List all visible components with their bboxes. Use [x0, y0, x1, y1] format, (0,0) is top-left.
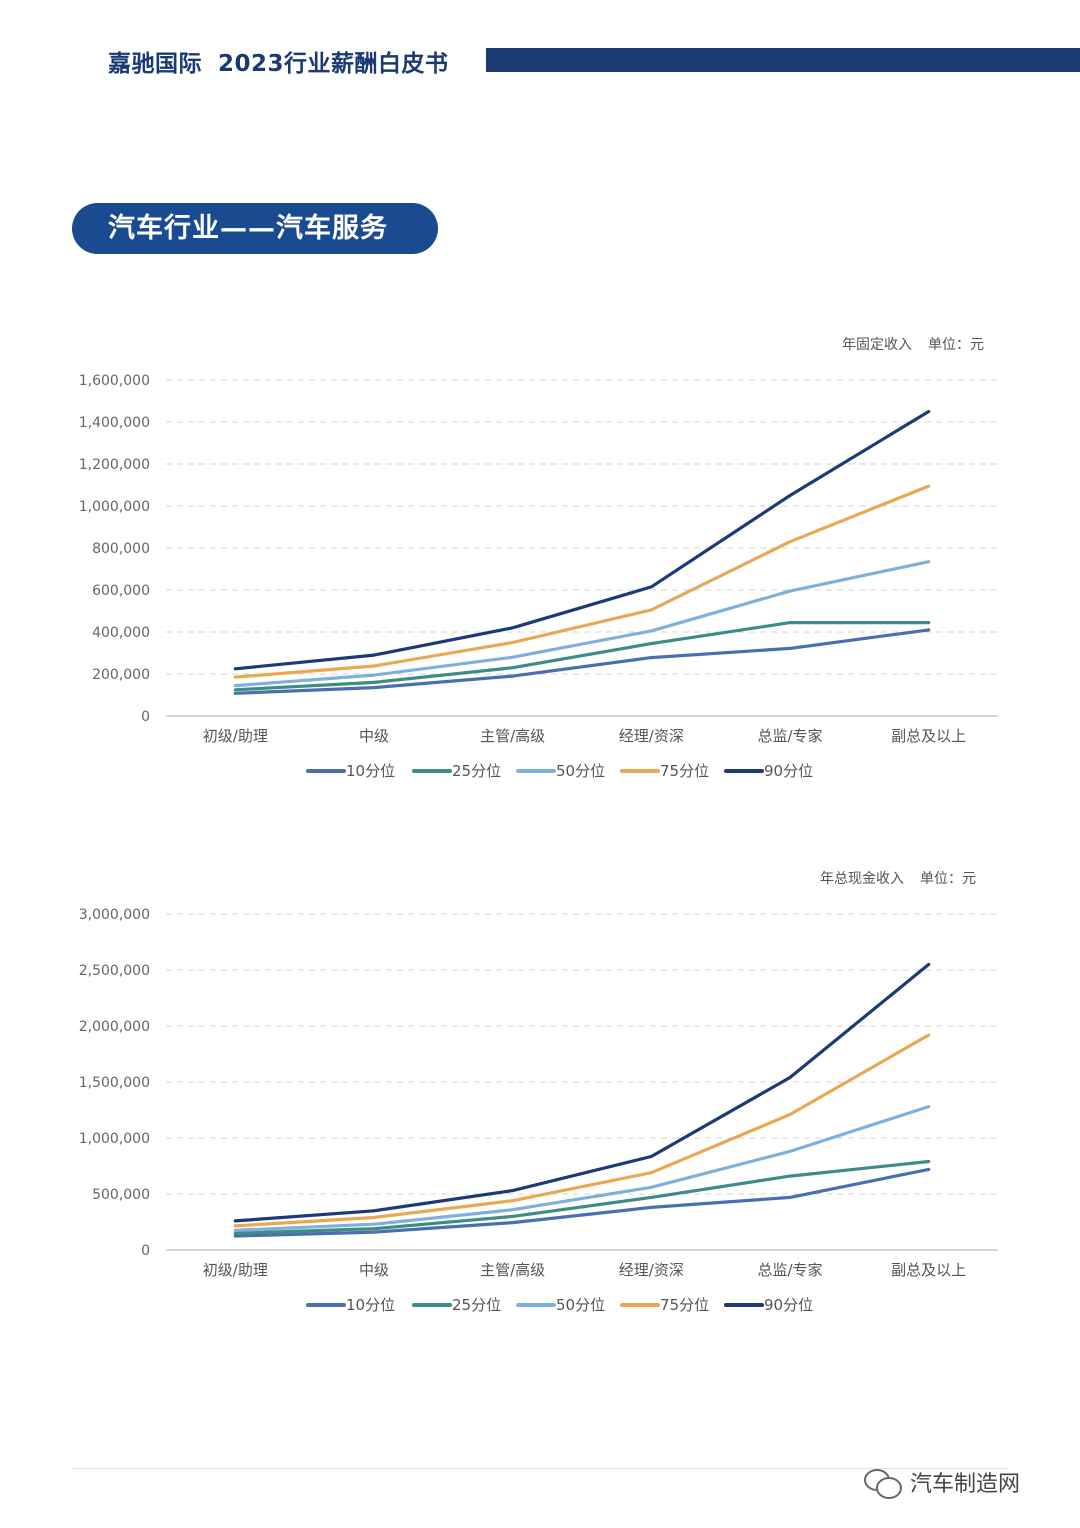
x-tick-label: 中级 — [359, 727, 389, 745]
series-line-3 — [233, 1105, 931, 1232]
legend-label: 90分位 — [764, 762, 813, 780]
legend-item: 25分位 — [412, 762, 501, 780]
section-title: 汽车行业——汽车服务 — [72, 203, 438, 254]
x-tick-label: 总监/专家 — [757, 727, 822, 745]
y-tick-label: 1,200,000 — [79, 457, 150, 473]
y-tick-label: 2,000,000 — [79, 1019, 150, 1035]
legend-item: 75分位 — [620, 1296, 709, 1314]
x-tick-label: 中级 — [359, 1261, 389, 1279]
chart-unit: 单位：元 — [920, 871, 976, 887]
watermark: 汽车制造网 — [862, 1462, 1020, 1502]
chart-unit: 单位：元 — [928, 337, 984, 353]
header-bar — [486, 48, 1080, 72]
legend-item: 10分位 — [306, 1296, 395, 1314]
legend-label: 10分位 — [346, 1296, 395, 1314]
chart-svg: 0 200,000 400,000 600,000 800,000 1,000,000 1,… — [79, 373, 998, 780]
legend-item: 50分位 — [516, 1296, 605, 1314]
footer-rule — [72, 1468, 1008, 1469]
chart-total-cash: 年总现金收入 单位：元 0 500,000 1,000,000 1,500,000 2,0… — [0, 864, 1080, 1334]
chart-svg: 0 500,000 1,000,000 1,500,000 2,000,000 2,500… — [79, 907, 998, 1314]
series-line-5 — [233, 962, 931, 1223]
x-tick-label: 总监/专家 — [757, 1261, 822, 1279]
y-tick-label: 0 — [141, 1243, 150, 1259]
chart-unit-label: 年总现金收入 单位：元 — [820, 868, 976, 888]
x-tick-label: 初级/助理 — [203, 1261, 268, 1279]
x-tick-label: 副总及以上 — [891, 727, 966, 745]
y-tick-label: 800,000 — [92, 541, 150, 557]
wechat-icon — [862, 1465, 904, 1499]
chart-fixed-income: 年固定收入 单位：元 0 200,000 400,000 600,000 800,000 1… — [0, 330, 1080, 800]
y-tick-label: 1,600,000 — [79, 373, 150, 389]
legend-label: 90分位 — [764, 1296, 813, 1314]
brand-name: 嘉驰国际 — [108, 51, 202, 77]
legend-item: 90分位 — [724, 762, 813, 780]
legend-item: 75分位 — [620, 762, 709, 780]
series-line-1 — [233, 1167, 931, 1238]
chart-unit-title: 年固定收入 — [842, 337, 912, 353]
legend-label: 10分位 — [346, 762, 395, 780]
y-tick-label: 1,400,000 — [79, 415, 150, 431]
chart-unit-label: 年固定收入 单位：元 — [842, 334, 984, 354]
series-line-3 — [233, 560, 931, 688]
legend-item: 25分位 — [412, 1296, 501, 1314]
legend-label: 25分位 — [452, 762, 501, 780]
whitepaper-title: 2023行业薪酬白皮书 — [218, 51, 449, 77]
series-line-4 — [233, 1033, 931, 1228]
y-tick-label: 600,000 — [92, 583, 150, 599]
legend-label: 50分位 — [556, 1296, 605, 1314]
x-tick-label: 主管/高级 — [480, 727, 545, 745]
series-line-2 — [233, 621, 931, 692]
x-tick-label: 经理/资深 — [619, 1261, 684, 1279]
page-header: 嘉驰国际 2023行业薪酬白皮书 — [0, 0, 1080, 90]
series-line-4 — [233, 484, 931, 679]
series-line-1 — [233, 628, 931, 695]
x-tick-label: 副总及以上 — [891, 1261, 966, 1279]
legend-label: 75分位 — [660, 1296, 709, 1314]
y-tick-label: 400,000 — [92, 625, 150, 641]
y-tick-label: 200,000 — [92, 667, 150, 683]
series-line-2 — [233, 1159, 931, 1235]
legend-label: 75分位 — [660, 762, 709, 780]
chart-unit-title: 年总现金收入 — [820, 871, 904, 887]
legend-label: 50分位 — [556, 762, 605, 780]
watermark-text: 汽车制造网 — [910, 1472, 1021, 1497]
legend-item: 90分位 — [724, 1296, 813, 1314]
series-line-5 — [233, 409, 931, 671]
x-tick-label: 初级/助理 — [203, 727, 268, 745]
y-tick-label: 2,500,000 — [79, 963, 150, 979]
x-tick-label: 经理/资深 — [619, 727, 684, 745]
legend-label: 25分位 — [452, 1296, 501, 1314]
y-tick-label: 500,000 — [92, 1187, 150, 1203]
y-tick-label: 1,500,000 — [79, 1075, 150, 1091]
legend-item: 10分位 — [306, 762, 395, 780]
y-tick-label: 0 — [141, 709, 150, 725]
brand-title: 嘉驰国际 2023行业薪酬白皮书 — [108, 44, 449, 78]
y-tick-label: 1,000,000 — [79, 1131, 150, 1147]
legend-item: 50分位 — [516, 762, 605, 780]
y-tick-label: 1,000,000 — [79, 499, 150, 515]
y-tick-label: 3,000,000 — [79, 907, 150, 923]
x-tick-label: 主管/高级 — [480, 1261, 545, 1279]
